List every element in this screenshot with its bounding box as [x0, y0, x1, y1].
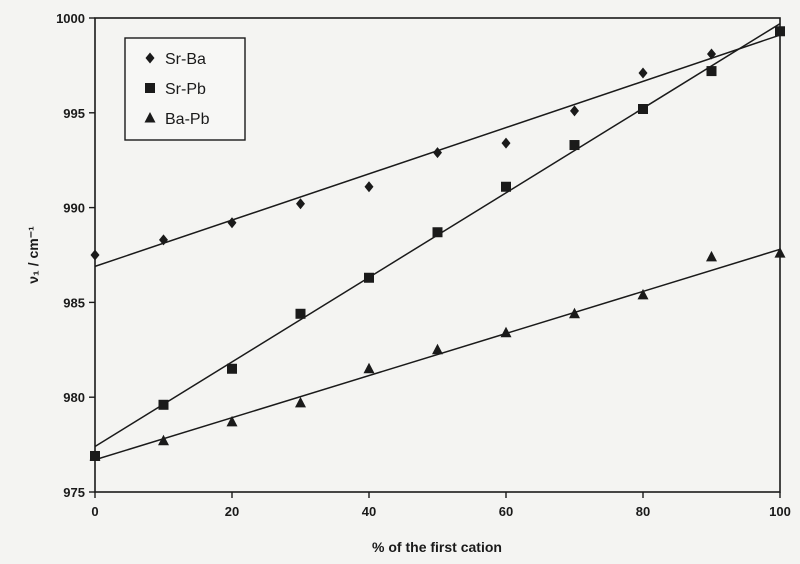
point-sr-pb: [227, 363, 237, 374]
point-sr-pb: [295, 308, 306, 319]
point-sr-pb: [638, 104, 648, 115]
x-axis-title: % of the first cation: [372, 539, 502, 555]
point-ba-pb: [432, 343, 443, 355]
point-sr-ba: [296, 198, 305, 210]
y-axis: 975 980 985 990 995 1000: [56, 11, 95, 500]
point-sr-ba: [159, 234, 168, 246]
point-sr-pb: [432, 227, 443, 238]
point-ba-pb: [706, 250, 717, 262]
point-sr-ba: [638, 67, 648, 79]
y-tick-label: 985: [63, 295, 85, 310]
y-tick-label: 1000: [56, 11, 85, 26]
x-axis: 0 20 40 60 80 100: [91, 492, 791, 519]
fit-line-ba-pb: [94, 248, 781, 461]
x-tick-label: 80: [636, 504, 650, 519]
point-sr-ba: [707, 48, 716, 60]
legend: Sr-Ba Sr-Pb Ba-Pb: [124, 37, 246, 141]
point-ba-pb: [89, 449, 101, 461]
legend-label-sr-pb: Sr-Pb: [165, 81, 206, 98]
point-sr-ba: [90, 249, 100, 261]
point-sr-pb: [706, 66, 717, 77]
point-sr-ba: [501, 137, 511, 149]
y-tick-label: 975: [63, 485, 85, 500]
point-ba-pb: [500, 326, 512, 338]
point-sr-ba: [570, 105, 579, 117]
legend-marker-sr-pb: [145, 83, 155, 93]
point-sr-ba: [227, 217, 237, 229]
point-ba-pb: [363, 362, 375, 374]
legend-label-ba-pb: Ba-Pb: [165, 111, 210, 128]
point-ba-pb: [158, 434, 169, 446]
x-tick-label: 100: [769, 504, 791, 519]
point-sr-pb: [364, 272, 374, 283]
point-sr-pb: [569, 140, 580, 151]
point-sr-ba: [364, 181, 374, 193]
data-points: [89, 25, 786, 461]
point-ba-pb: [637, 288, 649, 300]
point-sr-pb: [158, 399, 169, 410]
legend-marker-sr-ba: [145, 52, 155, 64]
x-tick-label: 20: [225, 504, 239, 519]
x-tick-label: 0: [91, 504, 98, 519]
y-tick-label: 995: [63, 106, 85, 121]
legend-marker-ba-pb: [144, 112, 156, 123]
x-tick-label: 40: [362, 504, 376, 519]
point-ba-pb: [226, 415, 238, 427]
point-ba-pb: [569, 307, 580, 319]
point-ba-pb: [774, 247, 786, 258]
y-tick-label: 980: [63, 390, 85, 405]
point-ba-pb: [295, 396, 306, 408]
legend-label-sr-ba: Sr-Ba: [165, 51, 206, 68]
point-sr-pb: [775, 26, 785, 37]
y-axis-title: ν₁ / cm⁻¹: [25, 226, 41, 284]
y-tick-label: 990: [63, 201, 85, 216]
point-sr-ba: [433, 147, 442, 159]
point-sr-pb: [501, 181, 511, 192]
x-tick-label: 60: [499, 504, 513, 519]
